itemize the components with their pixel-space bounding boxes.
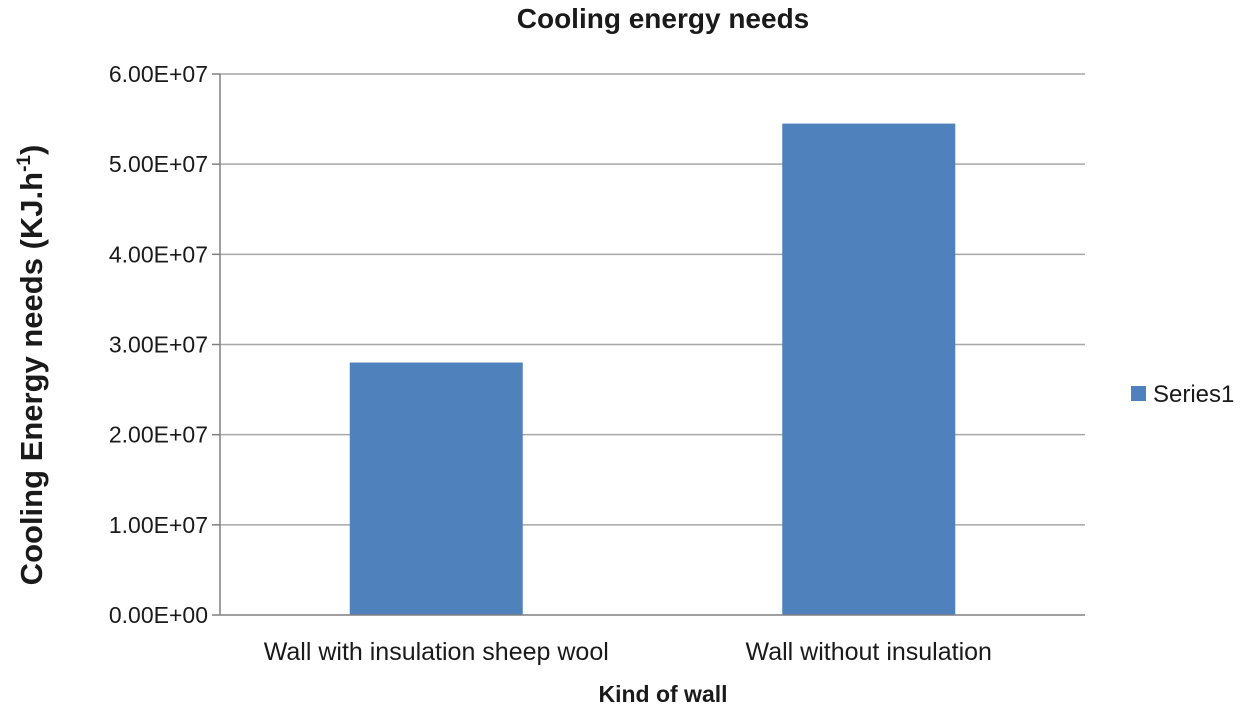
axes: [219, 74, 1085, 616]
y-axis-label: Cooling Energy needs (KJ.h-1): [14, 145, 49, 586]
y-axis-label-close: ): [14, 145, 49, 155]
legend: Series1: [1131, 381, 1234, 408]
x-category-label: Wall without insulation: [746, 638, 992, 666]
y-axis-label-main: Cooling Energy needs (KJ.h: [14, 172, 49, 585]
y-tick-label: 0.00E+00: [109, 602, 208, 628]
legend-swatch: [1131, 386, 1146, 401]
y-tick-label: 1.00E+07: [109, 512, 208, 538]
y-tick-label: 3.00E+07: [109, 332, 208, 358]
legend-label: Series1: [1153, 381, 1234, 408]
bars: [349, 123, 956, 615]
x-axis-label: Kind of wall: [598, 681, 727, 707]
x-category-label: Wall with insulation sheep wool: [264, 638, 609, 666]
x-axis-categories: Wall with insulation sheep wool Wall with…: [264, 638, 992, 666]
y-axis-label-superscript: -1: [14, 155, 35, 172]
y-tick-label: 6.00E+07: [109, 61, 208, 87]
y-tick-label: 5.00E+07: [109, 151, 208, 177]
bar: [349, 362, 523, 615]
chart-title: Cooling energy needs: [517, 3, 810, 34]
y-tick-label: 4.00E+07: [109, 241, 208, 267]
bar: [782, 123, 956, 615]
y-axis-ticks: 0.00E+00 1.00E+07 2.00E+07 3.00E+07 4.00E+07…: [109, 61, 220, 628]
y-tick-label: 2.00E+07: [109, 422, 208, 448]
